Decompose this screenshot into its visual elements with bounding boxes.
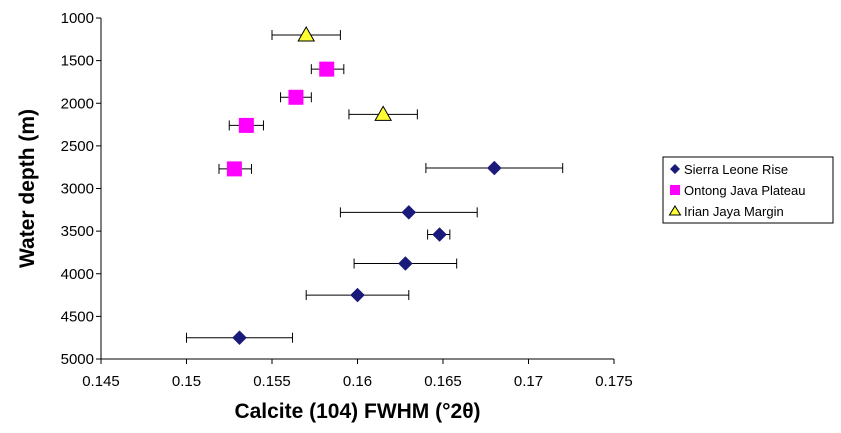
x-tick-label: 0.145 <box>82 373 120 390</box>
error-bars <box>186 30 564 343</box>
point-ontong-java-plateau <box>226 161 242 177</box>
x-tick-labels: 0.145 0.15 0.155 0.16 0.165 0.17 0.175 <box>82 373 633 390</box>
point-ontong-java-plateau <box>319 61 335 77</box>
y-tick-label: 3500 <box>61 223 94 240</box>
legend-box <box>662 156 834 224</box>
x-tick-label: 0.15 <box>172 373 201 390</box>
legend-marker-irian-jaya-margin <box>668 205 682 216</box>
legend-label-irian-jaya-margin: Irian Jaya Margin <box>684 204 784 219</box>
x-axis-title: Calcite (104) FWHM (°2θ) <box>234 400 480 423</box>
y-tick-label: 2500 <box>61 138 94 155</box>
data-markers <box>226 26 502 346</box>
x-tick-label: 0.16 <box>343 373 372 390</box>
legend: Sierra Leone Rise Ontong Java Plateau Iria… <box>662 156 834 224</box>
point-sierra-leone-rise <box>401 205 417 220</box>
point-sierra-leone-rise <box>398 256 413 271</box>
y-tick-labels: 1000 1500 2000 2500 3000 3500 4000 4500 5000 <box>61 10 94 368</box>
y-tick-label: 3000 <box>61 181 94 198</box>
axes <box>96 17 615 364</box>
y-tick-label: 4000 <box>61 266 94 283</box>
y-tick-label: 5000 <box>61 351 94 368</box>
point-ontong-java-plateau <box>288 89 304 105</box>
point-ontong-java-plateau <box>238 117 254 133</box>
point-sierra-leone-rise <box>350 287 365 303</box>
legend-label-sierra-leone-rise: Sierra Leone Rise <box>684 162 788 177</box>
x-tick-label: 0.17 <box>514 373 543 390</box>
x-tick-label: 0.165 <box>424 373 462 390</box>
point-sierra-leone-rise <box>486 160 502 176</box>
y-tick-label: 1500 <box>61 53 94 70</box>
y-tick-label: 2000 <box>61 95 94 112</box>
legend-marker-sierra-leone-rise <box>670 164 680 174</box>
legend-marker-ontong-java-plateau <box>670 185 680 195</box>
y-tick-label: 4500 <box>61 308 94 325</box>
x-tick-label: 0.175 <box>595 373 633 390</box>
point-sierra-leone-rise <box>232 330 247 346</box>
x-tick-label: 0.155 <box>253 373 291 390</box>
point-irian-jaya-margin <box>374 105 393 121</box>
point-irian-jaya-margin <box>297 26 316 42</box>
y-tick-label: 1000 <box>61 10 94 27</box>
legend-label-ontong-java-plateau: Ontong Java Plateau <box>684 183 805 198</box>
y-axis-title: Water depth (m) <box>16 109 39 268</box>
point-sierra-leone-rise <box>432 227 447 242</box>
